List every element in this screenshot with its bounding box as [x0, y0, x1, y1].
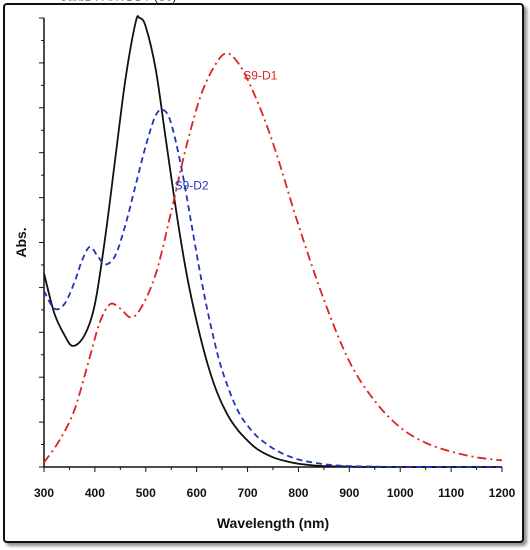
series-line-s9-d1 [43, 52, 503, 464]
y-axis-title: Abs. [13, 227, 29, 257]
series-annotation: S9-D2 [175, 179, 209, 193]
x-tick-label: 400 [85, 486, 105, 500]
x-tick-label: 800 [288, 486, 308, 500]
x-tick-label: 700 [238, 486, 258, 500]
x-tick-label: 1000 [387, 486, 414, 500]
x-tick-label: 1200 [489, 486, 516, 500]
x-tick-label: 500 [136, 486, 156, 500]
x-tick-label: 600 [187, 486, 207, 500]
series-annotation: S9-D1 [243, 69, 277, 83]
series-curves [43, 15, 503, 468]
x-tick-label: 1100 [438, 486, 464, 500]
x-ticks: 300 400 500 600 700 800 900 1000 1100 1200 [34, 467, 516, 500]
series-annotation: Carbz-PAHTDDT (S9) [59, 0, 177, 3]
axes [43, 18, 502, 468]
series-line-s9-d2 [43, 108, 503, 468]
x-tick-label: 900 [339, 486, 359, 500]
y-ticks [39, 17, 44, 468]
annotations: Carbz-PAHTDDT (S9) S9-D1 S9-D2 [59, 0, 278, 193]
x-axis-title: Wavelength (nm) [217, 515, 329, 531]
x-tick-label: 300 [34, 486, 54, 500]
series-line-carbz-pahtddt-s9 [43, 15, 503, 468]
